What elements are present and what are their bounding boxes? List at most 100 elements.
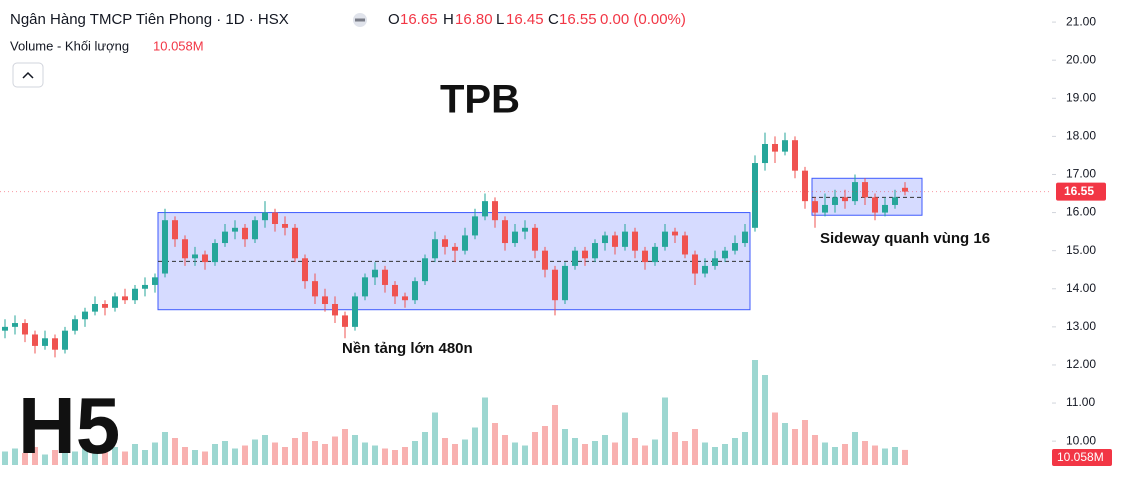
y-tick-label: 18.00 (1066, 129, 1096, 143)
volume-bar (622, 412, 628, 465)
candle-body (712, 258, 718, 266)
candle-body (592, 243, 598, 259)
y-tick-label: 19.00 (1066, 90, 1096, 104)
candle-body (602, 235, 608, 244)
volume-bar (202, 451, 208, 465)
candle-body (572, 250, 578, 266)
volume-bar (42, 454, 48, 465)
volume-bar (62, 445, 68, 465)
volume-bar (2, 451, 8, 465)
candle-body (652, 246, 658, 263)
candle-body (772, 144, 778, 152)
volume-bar (332, 436, 338, 465)
zone-label: Sideway quanh vùng 16 (820, 230, 990, 247)
candle-body (262, 212, 268, 221)
volume-bar (242, 445, 248, 465)
volume-bar (682, 441, 688, 465)
volume-bar (172, 438, 178, 465)
candle-body (732, 243, 738, 251)
volume-bar (232, 448, 238, 465)
volume-bar (882, 448, 888, 465)
volume-bar (492, 423, 498, 465)
volume-bar (362, 442, 368, 465)
volume-bar (452, 444, 458, 465)
candle-body (142, 284, 148, 289)
candle-body (202, 254, 208, 263)
volume-value: 10.058M (153, 38, 204, 53)
visibility-icon-bar (355, 18, 365, 22)
o-label: O (388, 11, 400, 28)
candle-body (12, 323, 18, 327)
candle-body (642, 250, 648, 263)
high-value: 16.80 (455, 11, 493, 28)
volume-bar (82, 448, 88, 465)
candle-body (672, 231, 678, 236)
volume-bar (572, 438, 578, 465)
candle-body (132, 288, 138, 301)
volume-bar (192, 450, 198, 465)
candle-body (312, 281, 318, 297)
volume-bar (322, 444, 328, 465)
candle-body (392, 284, 398, 297)
zone-label: Nền tảng lớn 480n (342, 340, 473, 357)
volume-bar (762, 375, 768, 465)
candle-body (902, 187, 908, 192)
candle-body (832, 197, 838, 205)
volume-bar (122, 451, 128, 465)
candle-body (502, 220, 508, 244)
volume-bar (102, 450, 108, 465)
volume-bar (822, 442, 828, 465)
volume-bar (482, 397, 488, 465)
volume-tag-label: 10.058M (1057, 450, 1104, 464)
candle-body (412, 281, 418, 301)
volume-bar (562, 429, 568, 465)
volume-bar (552, 405, 558, 465)
volume-bar (52, 450, 58, 465)
volume-bar (642, 445, 648, 465)
volume-bar (632, 438, 638, 465)
candle-body (72, 319, 78, 331)
candle-body (462, 235, 468, 251)
volume-bar (262, 435, 268, 465)
candle-body (492, 201, 498, 221)
close-value: 16.55 (559, 11, 597, 28)
candle-body (542, 250, 548, 270)
volume-bar (352, 435, 358, 465)
volume-bar (742, 432, 748, 465)
candle-body (212, 243, 218, 263)
volume-bar (252, 439, 258, 465)
candle-body (332, 304, 338, 316)
candle-body (692, 254, 698, 274)
volume-label: Volume - Khối lượng (10, 38, 129, 53)
volume-bar (372, 445, 378, 465)
candle-body (612, 235, 618, 247)
y-tick-label: 17.00 (1066, 167, 1096, 181)
candle-body (112, 296, 118, 308)
volume-tag (1052, 449, 1112, 466)
candle-body (22, 323, 28, 335)
open-value: 16.65 (400, 11, 438, 28)
candle-body (842, 197, 848, 202)
volume-bar (582, 444, 588, 465)
volume-bar (312, 441, 318, 465)
volume-bar (292, 438, 298, 465)
volume-bar (812, 435, 818, 465)
candle-body (232, 227, 238, 232)
candle-body (812, 201, 818, 213)
candle-body (292, 227, 298, 259)
y-tick-label: 16.00 (1066, 205, 1096, 219)
price-tag-label: 16.55 (1064, 184, 1094, 198)
volume-bar (532, 432, 538, 465)
h-label: H (443, 11, 454, 28)
candle-body (442, 239, 448, 247)
collapse-button[interactable] (12, 62, 44, 88)
volume-bar (692, 429, 698, 465)
volume-bar (712, 447, 718, 465)
change-value: 0.00 (0.00%) (600, 11, 686, 28)
volume-bar (132, 444, 138, 465)
y-tick-label: 15.00 (1066, 243, 1096, 257)
volume-bar (872, 445, 878, 465)
candle-body (702, 265, 708, 274)
candle-body (822, 204, 828, 213)
